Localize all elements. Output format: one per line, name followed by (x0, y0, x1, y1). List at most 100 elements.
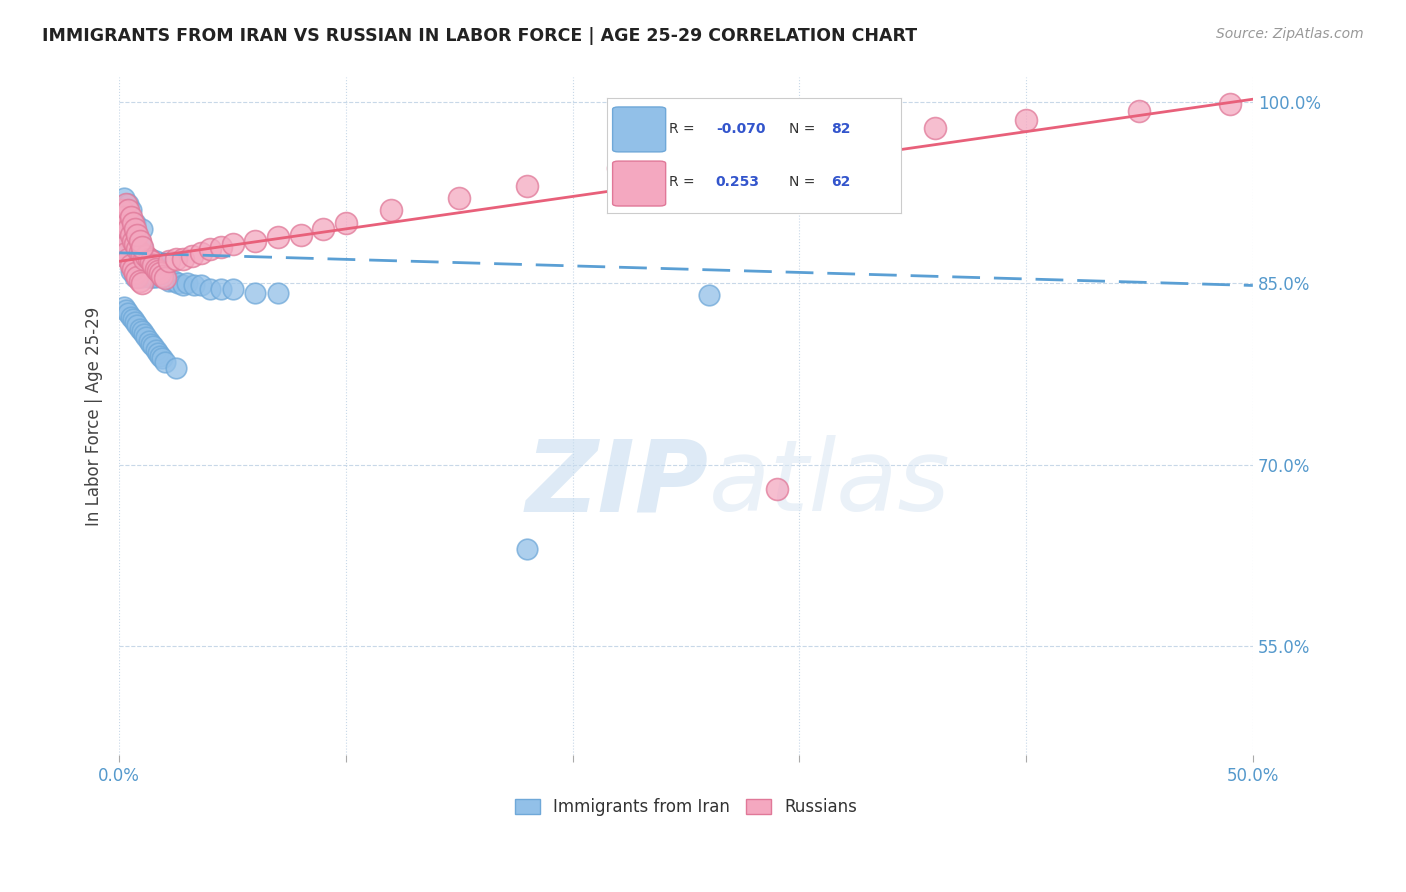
Point (150, 268, 173, 283)
Point (190, 245, 212, 260)
Point (115, 245, 138, 260)
Point (128, 234, 150, 248)
Point (149, 349, 172, 363)
Point (135, 266, 157, 280)
Point (139, 252, 162, 266)
Point (128, 322, 150, 336)
Point (128, 234, 150, 248)
Point (380, 203, 402, 218)
Point (124, 252, 146, 266)
Point (697, 145, 720, 160)
Point (128, 270, 150, 285)
Point (290, 227, 312, 242)
Point (142, 339, 165, 353)
Point (131, 325, 153, 339)
Point (267, 285, 290, 300)
Point (124, 270, 146, 285)
Point (115, 203, 138, 218)
Point (146, 266, 169, 280)
Point (516, 542, 538, 557)
Point (124, 315, 146, 329)
Point (142, 254, 165, 268)
Point (122, 258, 145, 272)
Point (115, 221, 138, 235)
Point (127, 245, 149, 260)
Point (153, 270, 176, 285)
Point (209, 240, 232, 254)
Point (131, 270, 153, 285)
Point (112, 240, 135, 254)
Point (139, 336, 162, 351)
Point (122, 216, 145, 230)
Point (110, 227, 132, 242)
Point (120, 203, 142, 218)
Point (153, 271, 176, 285)
Point (245, 285, 267, 300)
Point (142, 270, 165, 285)
Point (190, 278, 212, 293)
Point (146, 346, 169, 360)
Point (131, 247, 153, 261)
Point (122, 216, 145, 230)
Point (115, 302, 138, 317)
Point (115, 197, 138, 211)
Point (245, 234, 267, 248)
Point (198, 282, 221, 296)
Point (145, 270, 167, 285)
Legend: Immigrants from Iran, Russians: Immigrants from Iran, Russians (508, 791, 865, 822)
Point (127, 270, 149, 285)
Point (110, 203, 132, 218)
Point (183, 278, 205, 293)
Text: ZIP: ZIP (526, 435, 709, 533)
Point (516, 179, 538, 194)
Point (112, 210, 135, 224)
Point (115, 216, 138, 230)
Point (145, 343, 167, 357)
Point (167, 276, 190, 290)
Point (165, 360, 187, 375)
Point (117, 221, 139, 235)
Point (150, 270, 173, 285)
Point (127, 264, 149, 278)
Point (120, 245, 142, 260)
Point (134, 252, 156, 266)
Point (117, 252, 139, 266)
Point (115, 245, 138, 260)
Point (134, 250, 156, 264)
Point (117, 306, 139, 320)
Point (120, 264, 142, 278)
Point (153, 354, 176, 368)
Point (209, 282, 232, 296)
Point (124, 221, 146, 235)
Point (180, 250, 202, 264)
Point (267, 230, 290, 244)
Point (138, 252, 160, 266)
Point (122, 240, 145, 254)
Point (335, 216, 357, 230)
Point (112, 300, 135, 314)
Point (117, 221, 139, 235)
Point (122, 261, 145, 276)
Point (221, 237, 243, 252)
Point (138, 334, 160, 348)
Point (146, 264, 169, 278)
Point (172, 278, 194, 293)
Point (198, 242, 221, 256)
Point (697, 288, 720, 302)
Point (142, 258, 165, 272)
Point (139, 270, 162, 285)
Point (157, 254, 180, 268)
Point (124, 216, 146, 230)
Point (117, 252, 139, 266)
Point (765, 482, 787, 496)
Point (120, 258, 142, 272)
Point (163, 274, 186, 288)
Point (138, 270, 160, 285)
Point (124, 234, 146, 248)
Point (135, 250, 157, 264)
Point (145, 254, 167, 268)
Point (110, 203, 132, 218)
Point (131, 240, 153, 254)
Point (149, 266, 172, 280)
Point (1128, 104, 1150, 119)
